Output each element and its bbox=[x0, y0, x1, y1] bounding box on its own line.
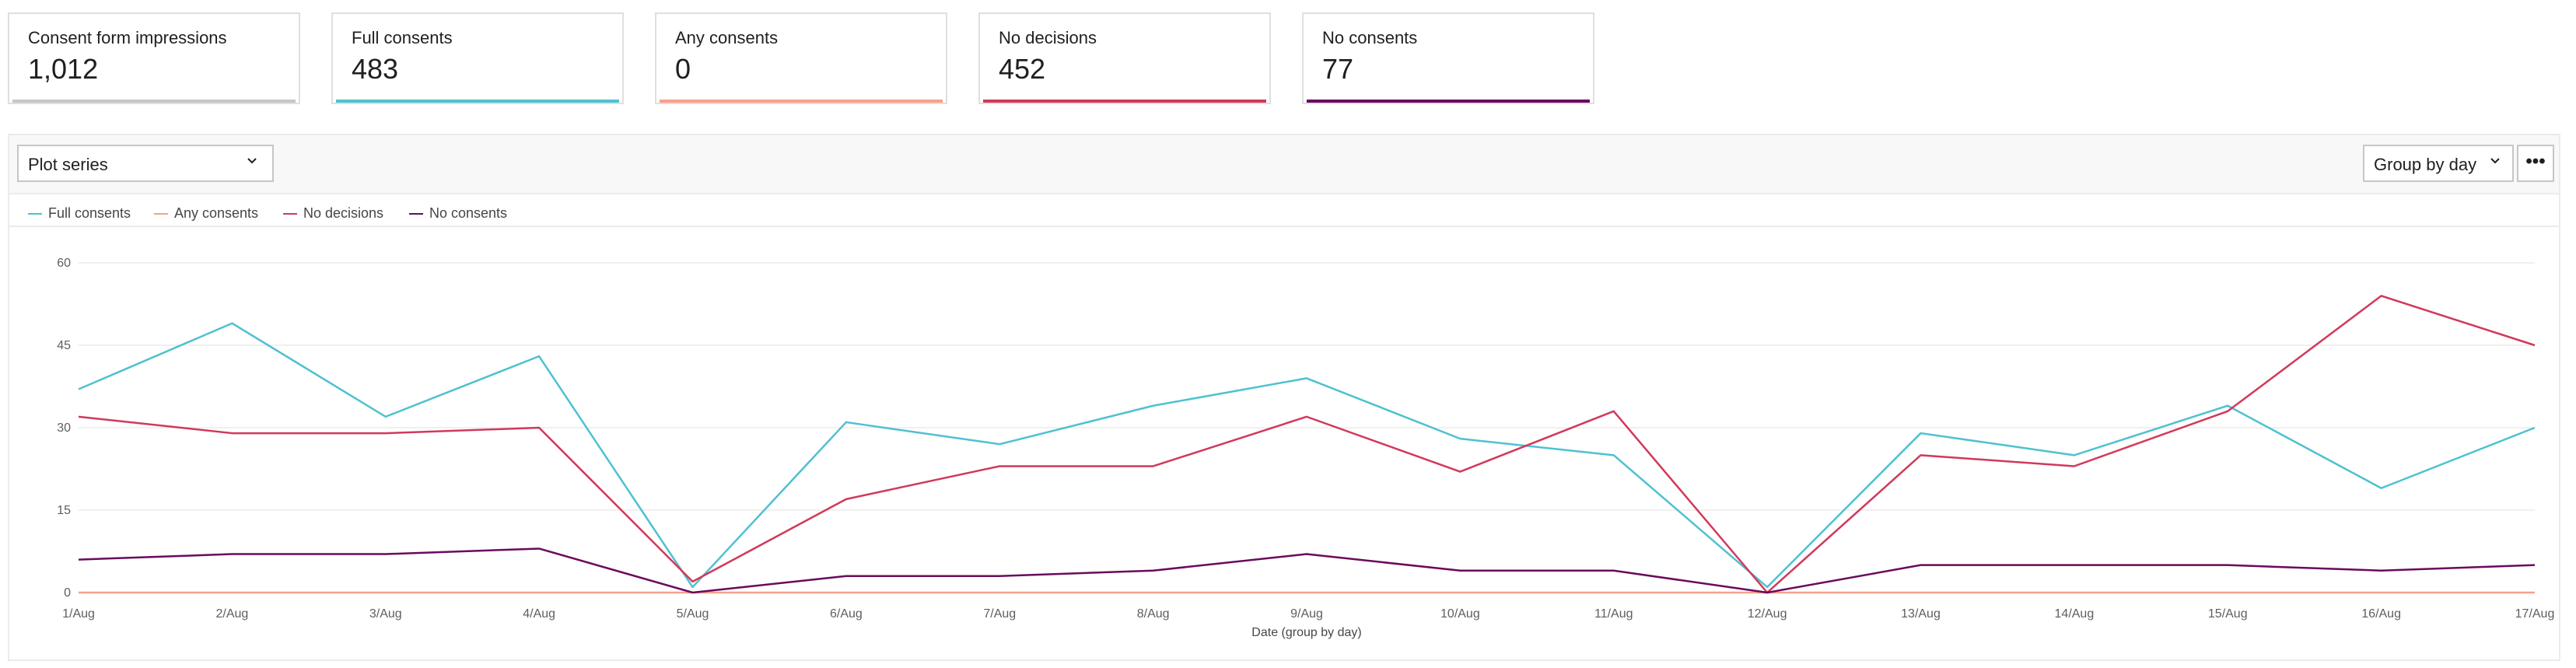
card-title: No consents bbox=[1322, 28, 1418, 47]
x-tick-label: 7/Aug bbox=[983, 607, 1016, 621]
card-full-consents[interactable]: Full consents 483 bbox=[331, 12, 624, 104]
x-tick-label: 11/Aug bbox=[1594, 607, 1633, 621]
line-chart: 0 15 30 45 60 1/Aug 2/Aug 3/Aug 4/Aug 5/Aug 6/Aug… bbox=[57, 257, 2554, 639]
chevron-down-icon bbox=[2490, 158, 2500, 164]
card-value: 0 bbox=[675, 53, 691, 85]
card-accent-bar bbox=[336, 100, 619, 103]
card-title: No decisions bbox=[999, 28, 1097, 47]
card-any-consents[interactable]: Any consents 0 bbox=[655, 12, 947, 104]
legend-item-no-consents[interactable]: No consents bbox=[409, 205, 507, 222]
card-title: Full consents bbox=[352, 28, 453, 47]
card-no-consents[interactable]: No consents 77 bbox=[1302, 12, 1594, 104]
x-axis-ticks: 1/Aug 2/Aug 3/Aug 4/Aug 5/Aug 6/Aug 7/Aug 8/Aug… bbox=[62, 607, 2554, 621]
x-tick-label: 13/Aug bbox=[1901, 607, 1941, 621]
y-axis-ticks: 0 15 30 45 60 bbox=[57, 257, 71, 600]
chart-toolbar: Plot series Group by day ••• bbox=[9, 135, 2559, 194]
x-tick-label: 10/Aug bbox=[1440, 607, 1480, 621]
x-tick-label: 15/Aug bbox=[2208, 607, 2248, 621]
summary-cards: Consent form impressions 1,012 Full cons… bbox=[8, 12, 1594, 106]
y-tick-label: 45 bbox=[57, 339, 71, 352]
card-value: 1,012 bbox=[28, 53, 99, 85]
series-line-no-consents[interactable] bbox=[78, 547, 2536, 594]
card-accent-bar bbox=[12, 100, 296, 103]
chart-legend: Full consents Any consents No decisions … bbox=[9, 194, 2559, 227]
card-accent-bar bbox=[660, 100, 943, 103]
chart-grid bbox=[79, 262, 2535, 593]
series-line-no-decisions[interactable] bbox=[78, 295, 2536, 594]
legend-swatch bbox=[154, 213, 168, 215]
y-tick-label: 15 bbox=[57, 504, 71, 517]
x-tick-label: 16/Aug bbox=[2361, 607, 2401, 621]
legend-label: Any consents bbox=[174, 205, 259, 221]
x-tick-label: 8/Aug bbox=[1137, 607, 1170, 621]
chart-series bbox=[78, 295, 2536, 594]
legend-item-full-consents[interactable]: Full consents bbox=[28, 205, 131, 222]
legend-label: Full consents bbox=[48, 205, 131, 221]
chevron-down-icon bbox=[247, 158, 257, 164]
y-tick-label: 30 bbox=[57, 421, 71, 435]
legend-label: No consents bbox=[429, 205, 508, 221]
legend-item-no-decisions[interactable]: No decisions bbox=[283, 205, 383, 222]
legend-swatch bbox=[409, 213, 423, 215]
card-accent-bar bbox=[983, 100, 1266, 103]
legend-swatch bbox=[28, 213, 42, 215]
legend-swatch bbox=[283, 213, 297, 215]
card-value: 77 bbox=[1322, 53, 1354, 85]
x-tick-label: 14/Aug bbox=[2055, 607, 2095, 621]
y-tick-label: 0 bbox=[64, 586, 71, 600]
card-value: 483 bbox=[352, 53, 399, 85]
x-tick-label: 2/Aug bbox=[215, 607, 248, 621]
y-tick-label: 60 bbox=[57, 257, 71, 270]
x-tick-label: 17/Aug bbox=[2515, 607, 2555, 621]
legend-item-any-consents[interactable]: Any consents bbox=[154, 205, 258, 222]
plot-series-label: Plot series bbox=[28, 155, 108, 174]
group-by-label: Group by day bbox=[2374, 155, 2477, 174]
series-line-full-consents[interactable] bbox=[78, 322, 2536, 589]
card-accent-bar bbox=[1307, 100, 1590, 103]
card-consent-form-impressions[interactable]: Consent form impressions 1,012 bbox=[8, 12, 300, 104]
x-tick-label: 4/Aug bbox=[523, 607, 555, 621]
more-options-button[interactable]: ••• bbox=[2517, 145, 2554, 182]
x-tick-label: 6/Aug bbox=[830, 607, 863, 621]
plot-series-dropdown[interactable]: Plot series bbox=[17, 145, 274, 182]
card-no-decisions[interactable]: No decisions 452 bbox=[978, 12, 1271, 104]
legend-label: No decisions bbox=[303, 205, 384, 221]
x-tick-label: 12/Aug bbox=[1748, 607, 1787, 621]
x-tick-label: 9/Aug bbox=[1290, 607, 1323, 621]
card-title: Consent form impressions bbox=[28, 28, 227, 47]
card-title: Any consents bbox=[675, 28, 779, 47]
x-axis-title: Date (group by day) bbox=[1251, 626, 1361, 639]
card-value: 452 bbox=[999, 53, 1046, 85]
chart-panel: Plot series Group by day ••• Full consen… bbox=[8, 134, 2560, 661]
x-tick-label: 1/Aug bbox=[62, 607, 95, 621]
group-by-dropdown[interactable]: Group by day bbox=[2363, 145, 2514, 182]
x-tick-label: 3/Aug bbox=[369, 607, 402, 621]
x-tick-label: 5/Aug bbox=[677, 607, 709, 621]
